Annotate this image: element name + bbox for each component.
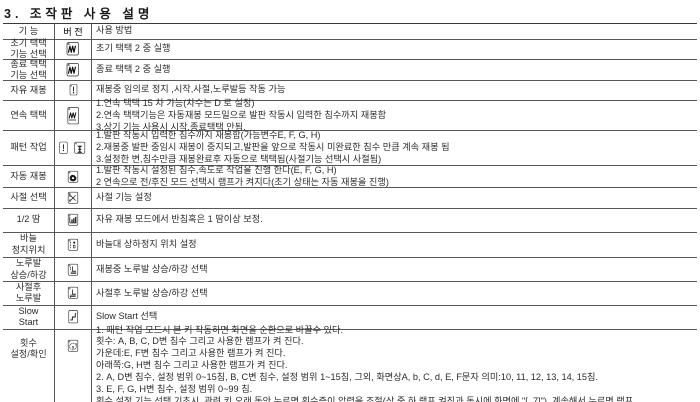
- svg-text:S: S: [72, 345, 75, 349]
